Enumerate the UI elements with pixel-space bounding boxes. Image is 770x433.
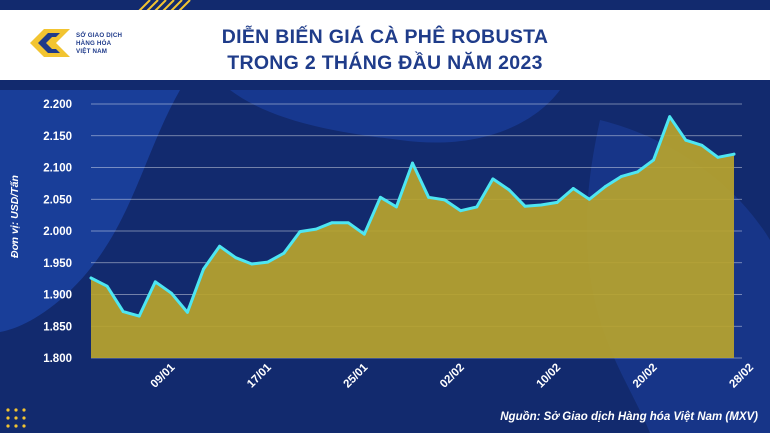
price-point [282, 251, 286, 255]
y-axis-label: Đơn vị: USD/Tấn [9, 175, 21, 258]
logo-line-1: SỞ GIAO DỊCH [76, 32, 123, 39]
price-point [539, 203, 543, 207]
x-tick-label: 02/02 [438, 362, 467, 391]
price-point [491, 177, 495, 181]
logo-line-2: HÀNG HÓA [76, 40, 112, 47]
price-point [105, 284, 109, 288]
price-point [89, 276, 93, 280]
price-point [346, 221, 350, 225]
chart-title-line-2: TRONG 2 THÁNG ĐẦU NĂM 2023 [227, 52, 543, 74]
price-point [652, 158, 656, 162]
x-tick-label: 20/02 [631, 362, 660, 391]
x-tick-label: 25/01 [342, 361, 371, 390]
y-tick-label: 1.850 [43, 321, 72, 333]
x-tick-label: 28/02 [727, 362, 756, 391]
price-point [507, 188, 511, 192]
price-point [330, 221, 334, 225]
price-point [153, 280, 157, 284]
x-tick-label: 10/02 [534, 362, 563, 391]
exchange-logo: SỞ GIAO DỊCH HÀNG HÓA VIỆT NAM [30, 24, 180, 70]
price-point [587, 197, 591, 201]
x-tick-label: 17/01 [245, 361, 274, 390]
logo-icon [30, 29, 70, 57]
price-point [362, 232, 366, 236]
price-point [266, 260, 270, 264]
price-point [234, 256, 238, 260]
y-tick-label: 2.150 [43, 131, 72, 143]
price-point [475, 205, 479, 209]
price-points [89, 115, 736, 318]
y-axis-ticks: 1.800 1.850 1.900 1.950 2.000 2.050 2.100 2.150… [43, 99, 72, 365]
price-point [427, 195, 430, 199]
price-point [636, 170, 639, 174]
price-point [378, 195, 382, 199]
source-note: Nguồn: Sở Giao dịch Hàng hóa Việt Nam (M… [500, 411, 758, 423]
price-area [91, 116, 734, 358]
price-point [684, 138, 688, 142]
chart-header: SỞ GIAO DỊCH HÀNG HÓA VIỆT NAM DIỄN BIẾN… [0, 10, 770, 80]
price-point [137, 314, 141, 318]
price-point [604, 185, 607, 188]
y-tick-label: 1.950 [43, 258, 72, 270]
price-point [523, 204, 527, 208]
price-point [700, 143, 704, 147]
price-point [668, 115, 672, 119]
price-point [395, 205, 398, 209]
price-point [218, 244, 222, 248]
y-tick-label: 1.800 [43, 353, 72, 365]
price-point [571, 187, 575, 190]
x-tick-label: 09/01 [149, 361, 178, 390]
price-point [443, 198, 447, 202]
price-point [186, 310, 189, 314]
price-point [555, 201, 559, 204]
price-point [411, 161, 414, 165]
logo-line-3: VIỆT NAM [76, 48, 108, 55]
price-point [169, 291, 173, 295]
price-point [732, 152, 736, 156]
y-tick-label: 2.100 [43, 163, 72, 175]
price-point [202, 267, 205, 271]
price-point [314, 227, 318, 231]
y-tick-label: 1.900 [43, 290, 72, 302]
price-point [716, 155, 720, 159]
y-tick-label: 2.200 [43, 99, 72, 111]
price-point [298, 230, 302, 234]
y-tick-label: 2.000 [43, 226, 72, 238]
y-tick-label: 2.050 [43, 194, 72, 206]
x-axis-ticks: 09/01 17/01 25/01 02/02 10/02 20/02 28/02 [149, 361, 757, 390]
price-point [620, 174, 623, 178]
price-point [250, 262, 254, 266]
chart-title-line-1: DIỄN BIẾN GIÁ CÀ PHÊ ROBUSTA [221, 26, 549, 48]
price-point [121, 310, 125, 314]
price-point [459, 209, 463, 213]
